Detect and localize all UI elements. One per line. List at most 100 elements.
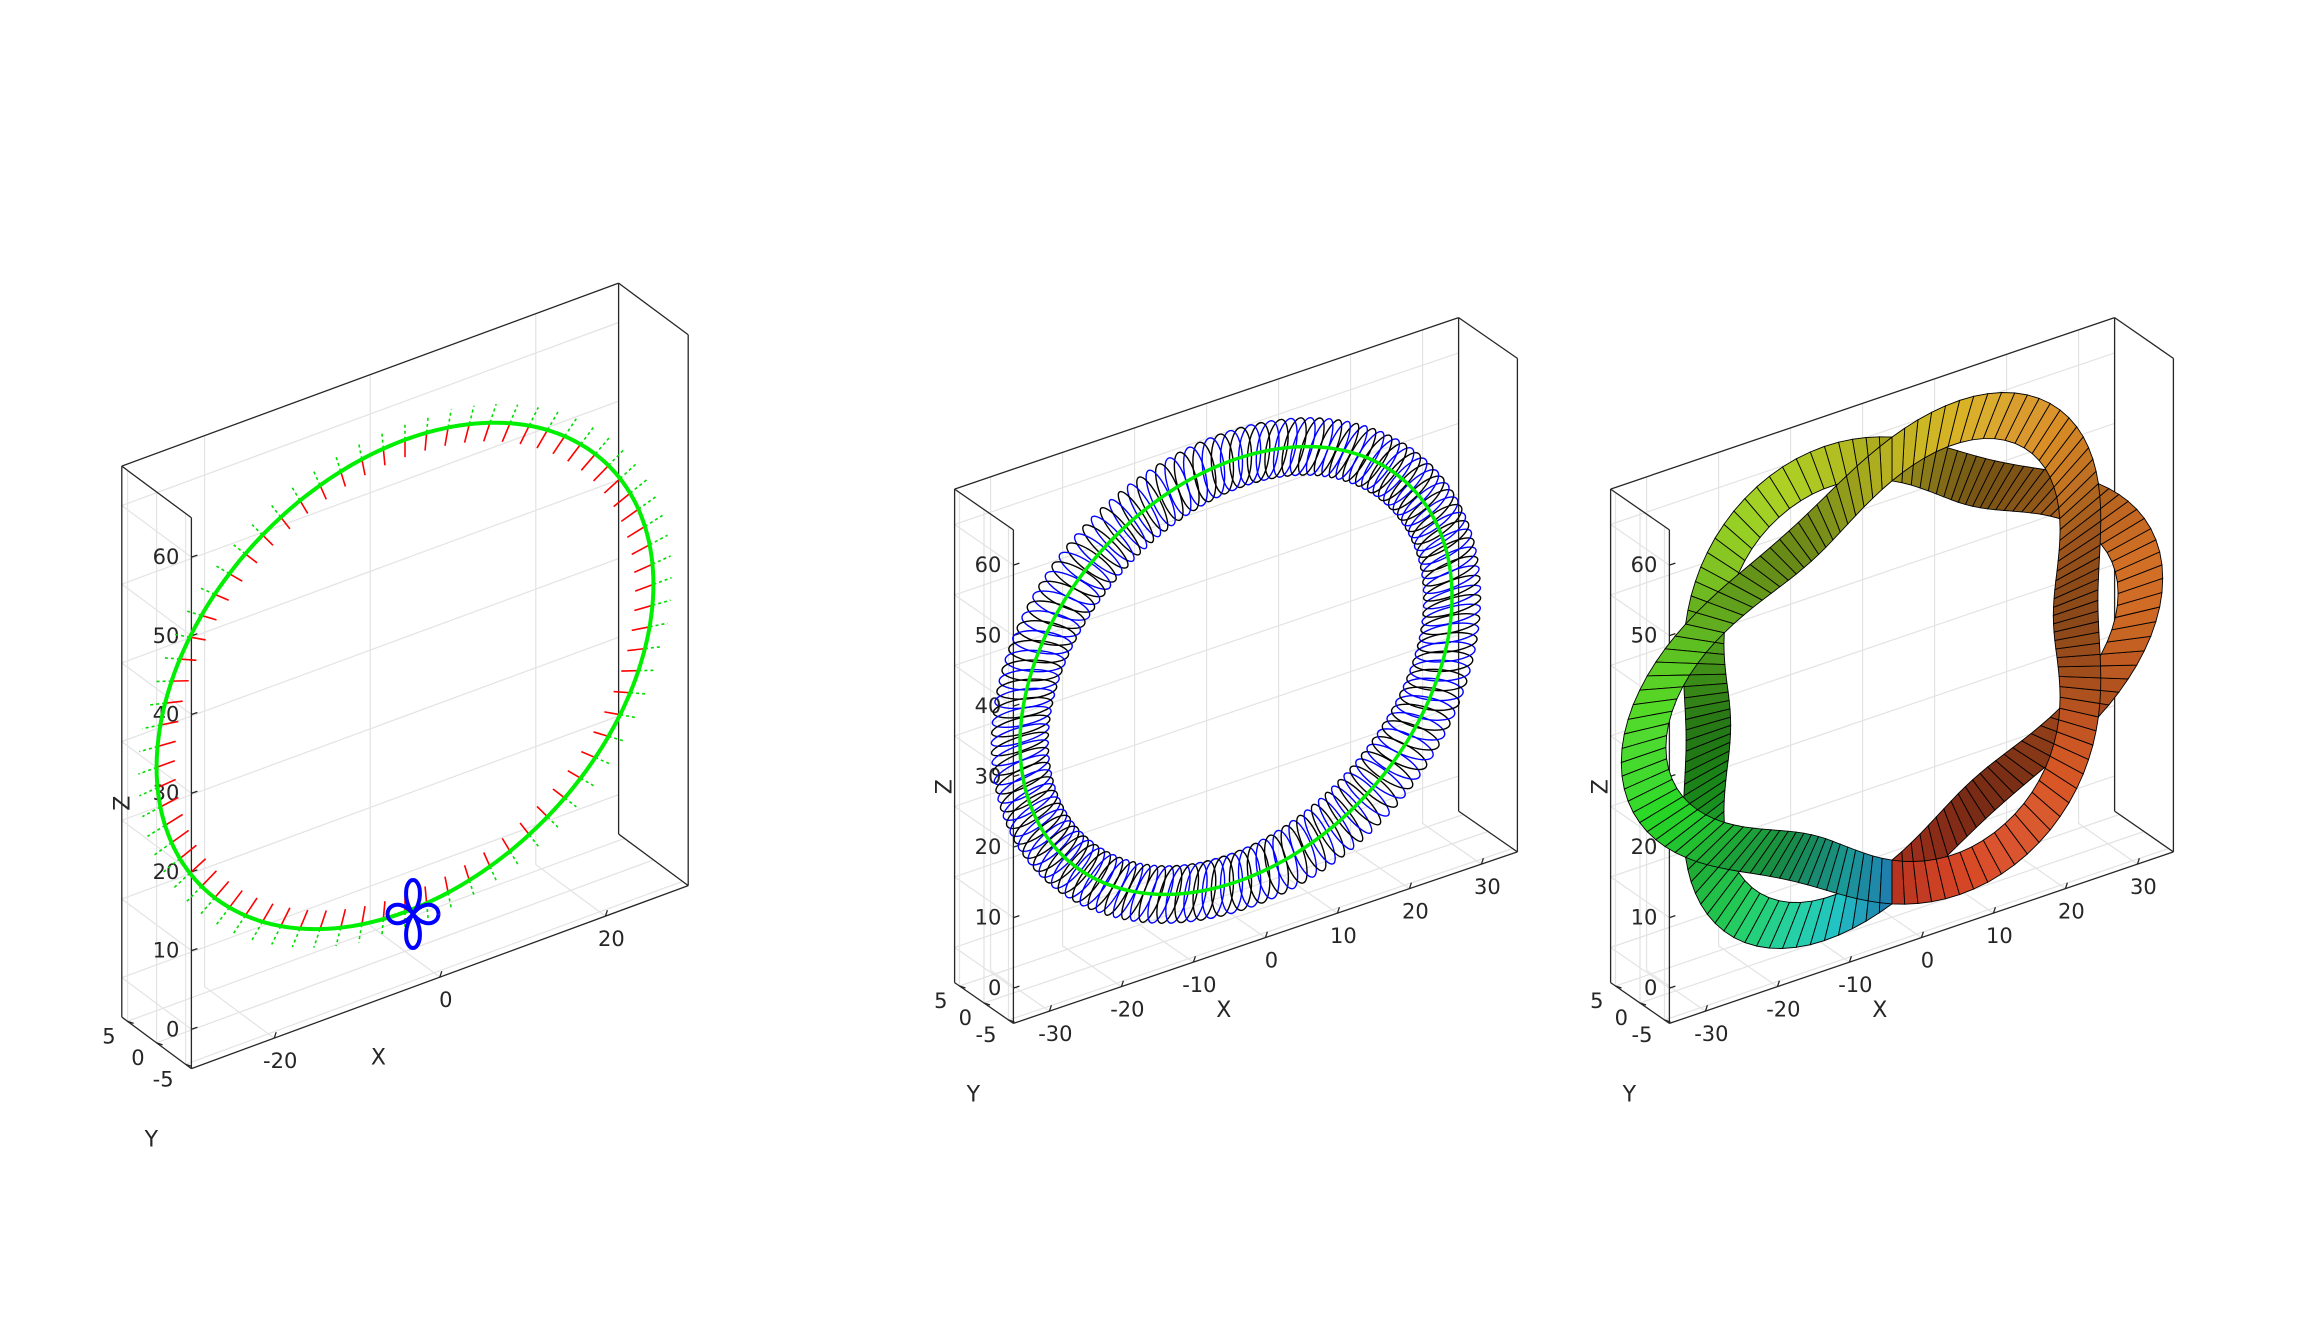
sweep-loop: [991, 705, 1052, 729]
axes-edge: [1458, 810, 1518, 853]
sweep-loop: [1237, 424, 1262, 486]
normal-vector: [519, 425, 530, 445]
y-tick-label: 0: [959, 1006, 972, 1030]
z-tick-label: 0: [1644, 976, 1657, 1000]
grid-line-x: [1061, 452, 1122, 988]
x-axis-label: X: [1872, 998, 1887, 1023]
normal-vector: [552, 435, 566, 455]
x-tick-mark: [439, 970, 443, 978]
binormal-vector: [270, 925, 282, 945]
surface-patch: [2052, 599, 2099, 625]
y-tick-label: 0: [131, 1046, 144, 1070]
y-tick-label: -5: [153, 1067, 174, 1091]
normal-vector: [424, 886, 428, 904]
centerline-curve: [1018, 444, 1454, 897]
binormal-vector: [594, 437, 610, 455]
normal-vector: [631, 626, 650, 632]
x-tick-label: 10: [1986, 924, 2013, 948]
sweep-loop: [1281, 417, 1307, 477]
z-tick-mark: [1669, 633, 1676, 637]
normal-vector: [171, 829, 190, 844]
sweep-loops: [990, 417, 1482, 924]
x-tick-label: 20: [2058, 900, 2085, 924]
normal-vector: [157, 740, 176, 748]
z-tick-mark: [191, 554, 198, 558]
sweep-loop: [1219, 852, 1244, 915]
sweep-loop: [990, 731, 1050, 757]
binormal-vector: [619, 713, 637, 719]
normal-vector: [501, 837, 511, 852]
z-tick-label: 50: [153, 624, 180, 648]
y-tick-mark: [983, 1002, 991, 1006]
y-tick-label: -5: [1632, 1023, 1653, 1047]
sweep-loop: [1147, 865, 1175, 924]
x-tick-label: -10: [1182, 973, 1216, 997]
normal-vector: [244, 553, 258, 564]
x-tick-mark: [1920, 931, 1925, 938]
sweep-loop: [1246, 421, 1271, 484]
binormal-vector: [649, 534, 668, 546]
normal-vector: [214, 880, 230, 899]
binormal-vector: [138, 766, 157, 775]
grid-line-x: [989, 476, 1050, 1012]
binormal-vector: [425, 414, 430, 433]
surface-patch: [2057, 665, 2102, 679]
axes-box: [1609, 316, 2175, 1025]
sweep-loop: [1228, 426, 1253, 489]
normal-vector: [299, 500, 309, 514]
normal-vector: [613, 690, 631, 694]
axes-edge: [1610, 488, 1670, 531]
normal-vector: [189, 858, 207, 874]
normal-vector: [552, 788, 566, 799]
axes-edge: [2114, 810, 2174, 853]
normal-vector: [620, 508, 639, 523]
normal-vector: [634, 604, 653, 612]
x-tick-mark: [1192, 955, 1197, 963]
normal-vector: [626, 525, 646, 539]
axes-box: [953, 316, 1519, 1025]
y-tick-mark: [1008, 1019, 1015, 1023]
binormal-vector: [564, 418, 578, 437]
z-tick-label: 0: [166, 1017, 179, 1041]
centerline-curve: [154, 420, 656, 932]
normal-vector: [463, 865, 471, 881]
sweep-loop: [1272, 829, 1299, 890]
y-axis-label: Y: [966, 1082, 981, 1107]
binormal-vector: [215, 907, 230, 926]
sweep-loop: [992, 746, 1050, 776]
normal-vector: [319, 485, 328, 500]
x-tick-mark: [604, 909, 609, 917]
sweep-loop: [1280, 824, 1308, 884]
y-tick-mark: [959, 985, 966, 989]
x-tick-label: 0: [1921, 949, 1934, 973]
axes-edge: [954, 316, 1459, 490]
y-tick-mark: [1615, 985, 1622, 989]
x-tick-mark: [1336, 906, 1341, 914]
x-tick-mark: [1120, 980, 1125, 987]
sweep-loop: [1026, 600, 1086, 630]
sweep-loop: [1419, 537, 1475, 572]
binormal-vector: [313, 928, 321, 948]
binormal-vector: [528, 834, 539, 847]
sweep-loop: [1154, 463, 1184, 522]
normal-vector: [228, 890, 243, 909]
binormal-vector: [357, 443, 363, 460]
axes-edge: [1610, 316, 2115, 490]
binormal-vector: [200, 897, 216, 915]
sweep-loop: [1418, 528, 1473, 565]
normal-vector: [201, 614, 217, 621]
sweep-loop: [999, 776, 1054, 813]
sweep-loop: [1237, 846, 1262, 908]
binormal-vector: [580, 426, 595, 445]
normal-vector: [261, 534, 274, 546]
normal-vector: [200, 870, 218, 887]
z-tick-mark: [191, 711, 198, 716]
axes-edge: [121, 282, 619, 467]
normal-vector: [261, 903, 274, 923]
normal-vector: [519, 822, 530, 836]
x-tick-mark: [1704, 1004, 1709, 1012]
sweep-loop: [1272, 417, 1298, 478]
sweep-loop: [1288, 819, 1318, 878]
sweep-loop: [1001, 659, 1063, 682]
